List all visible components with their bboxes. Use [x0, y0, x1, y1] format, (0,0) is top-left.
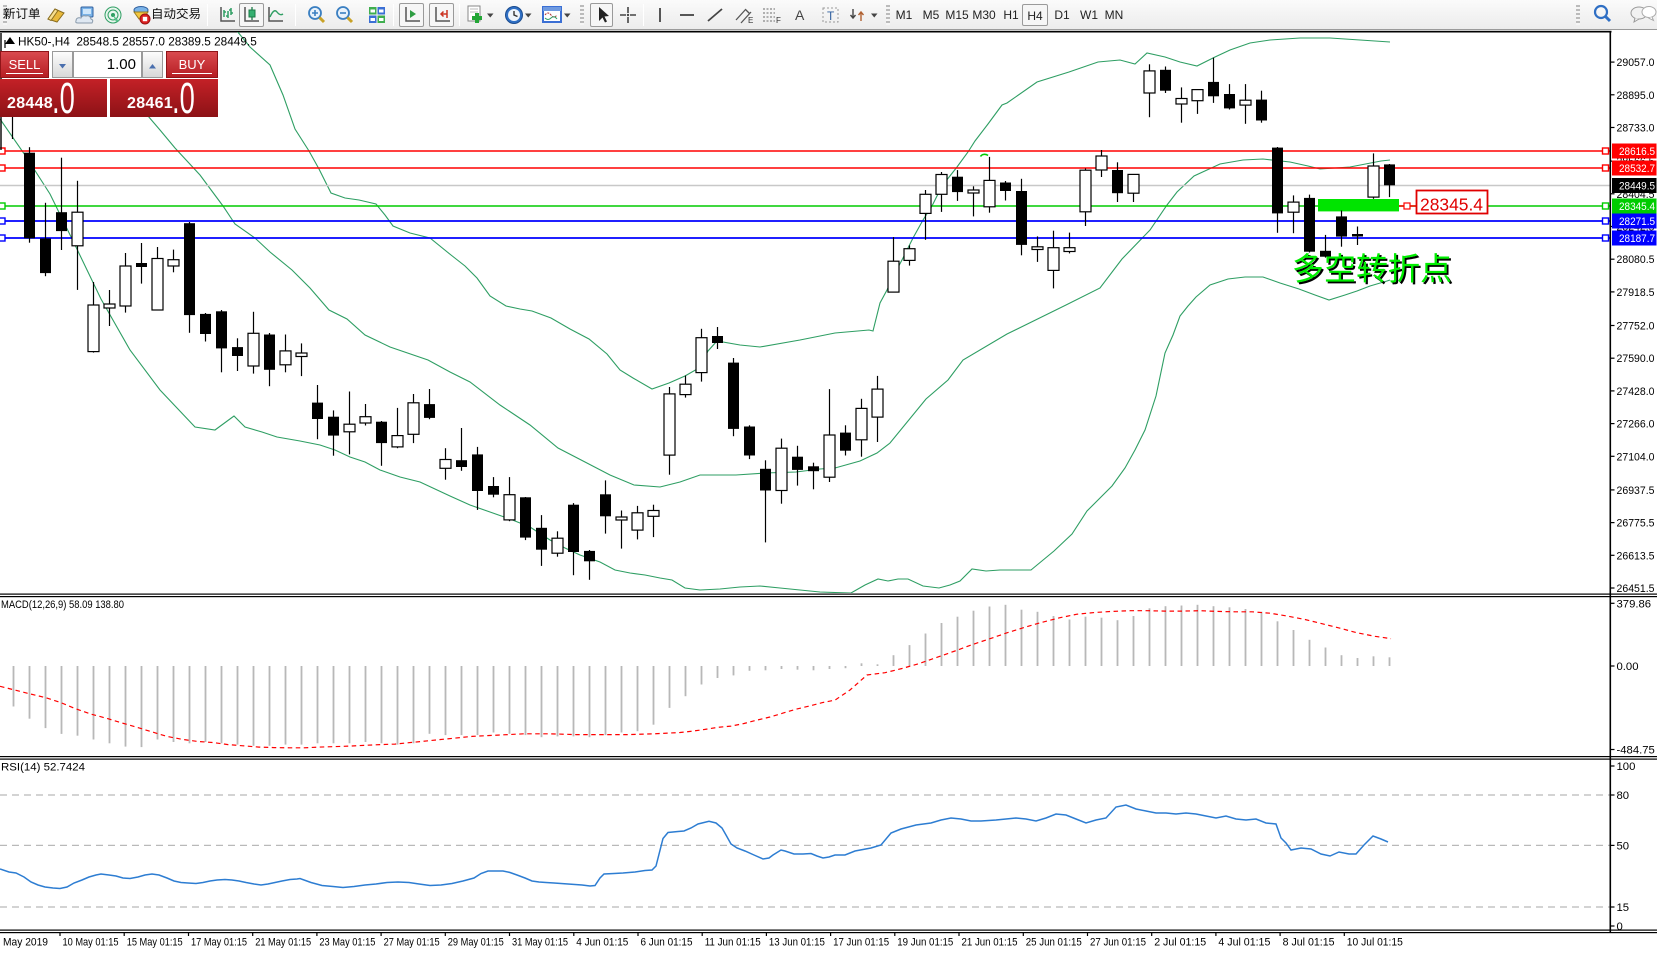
svg-text:A: A — [795, 7, 805, 23]
svg-text:28733.0: 28733.0 — [1617, 122, 1655, 134]
svg-text:28895.0: 28895.0 — [1617, 90, 1655, 102]
svg-text:6 Jun 01:15: 6 Jun 01:15 — [641, 937, 693, 949]
svg-text:28449.5: 28449.5 — [1619, 181, 1655, 193]
svg-text:28345.4: 28345.4 — [1420, 195, 1483, 215]
svg-text:80: 80 — [1617, 790, 1630, 802]
svg-text:28532.7: 28532.7 — [1619, 163, 1655, 175]
svg-text:100: 100 — [1617, 761, 1636, 773]
svg-text:28345.4: 28345.4 — [1619, 201, 1655, 213]
svg-text:29057.0: 29057.0 — [1617, 57, 1655, 69]
svg-text:379.86: 379.86 — [1617, 598, 1652, 610]
svg-text:27266.0: 27266.0 — [1617, 419, 1655, 431]
svg-text:26937.5: 26937.5 — [1617, 485, 1655, 497]
svg-text:28271.5: 28271.5 — [1619, 216, 1655, 228]
svg-text:10 May 01:15: 10 May 01:15 — [63, 937, 119, 949]
svg-text:17 May 01:15: 17 May 01:15 — [191, 937, 247, 949]
svg-text:15 May 01:15: 15 May 01:15 — [127, 937, 183, 949]
svg-text:2 Jul 01:15: 2 Jul 01:15 — [1154, 937, 1206, 949]
svg-text:26775.5: 26775.5 — [1617, 518, 1655, 530]
svg-text:19 Jun 01:15: 19 Jun 01:15 — [897, 937, 953, 949]
svg-text:HK50-,H4 28548.5 28557.0 2838: HK50-,H4 28548.5 28557.0 28389.5 28449.5 — [18, 35, 257, 49]
svg-text:27104.0: 27104.0 — [1617, 451, 1655, 463]
svg-text:F: F — [776, 16, 781, 25]
svg-text:26613.5: 26613.5 — [1617, 550, 1655, 562]
svg-text:26451.5: 26451.5 — [1617, 583, 1655, 595]
svg-text:8 Jul 01:15: 8 Jul 01:15 — [1283, 937, 1335, 949]
svg-text:T: T — [827, 9, 835, 23]
svg-text:0.00: 0.00 — [1617, 661, 1639, 673]
svg-text:28080.5: 28080.5 — [1617, 254, 1655, 266]
svg-text:50: 50 — [1617, 840, 1630, 852]
svg-text:28187.7: 28187.7 — [1619, 233, 1655, 245]
svg-text:MACD(12,26,9) 58.09 138.80: MACD(12,26,9) 58.09 138.80 — [1, 599, 124, 611]
svg-text:25 Jun 01:15: 25 Jun 01:15 — [1026, 937, 1082, 949]
svg-text:17 Jun 01:15: 17 Jun 01:15 — [833, 937, 889, 949]
svg-text:31 May 01:15: 31 May 01:15 — [512, 937, 568, 949]
svg-text:15: 15 — [1617, 902, 1630, 914]
svg-text:21 Jun 01:15: 21 Jun 01:15 — [962, 937, 1018, 949]
svg-text:13 Jun 01:15: 13 Jun 01:15 — [769, 937, 825, 949]
svg-text:27918.5: 27918.5 — [1617, 287, 1655, 299]
svg-text:27 May 01:15: 27 May 01:15 — [384, 937, 440, 949]
svg-text:27 Jun 01:15: 27 Jun 01:15 — [1090, 937, 1146, 949]
svg-text:-484.75: -484.75 — [1617, 745, 1655, 757]
svg-text:May 2019: May 2019 — [3, 937, 48, 949]
svg-text:28616.5: 28616.5 — [1619, 146, 1655, 158]
svg-text:RSI(14) 52.7424: RSI(14) 52.7424 — [1, 762, 85, 774]
svg-text:27590.0: 27590.0 — [1617, 353, 1655, 365]
svg-text:29 May 01:15: 29 May 01:15 — [448, 937, 504, 949]
svg-text:E: E — [748, 16, 753, 25]
svg-text:21 May 01:15: 21 May 01:15 — [255, 937, 311, 949]
svg-text:11 Jun 01:15: 11 Jun 01:15 — [705, 937, 761, 949]
svg-text:10 Jul 01:15: 10 Jul 01:15 — [1347, 937, 1403, 949]
svg-text:4 Jul 01:15: 4 Jul 01:15 — [1218, 937, 1270, 949]
svg-text:0: 0 — [1617, 921, 1623, 933]
svg-text:27428.0: 27428.0 — [1617, 386, 1655, 398]
svg-text:4 Jun 01:15: 4 Jun 01:15 — [576, 937, 628, 949]
svg-text:27752.0: 27752.0 — [1617, 320, 1655, 332]
svg-text:23 May 01:15: 23 May 01:15 — [319, 937, 375, 949]
